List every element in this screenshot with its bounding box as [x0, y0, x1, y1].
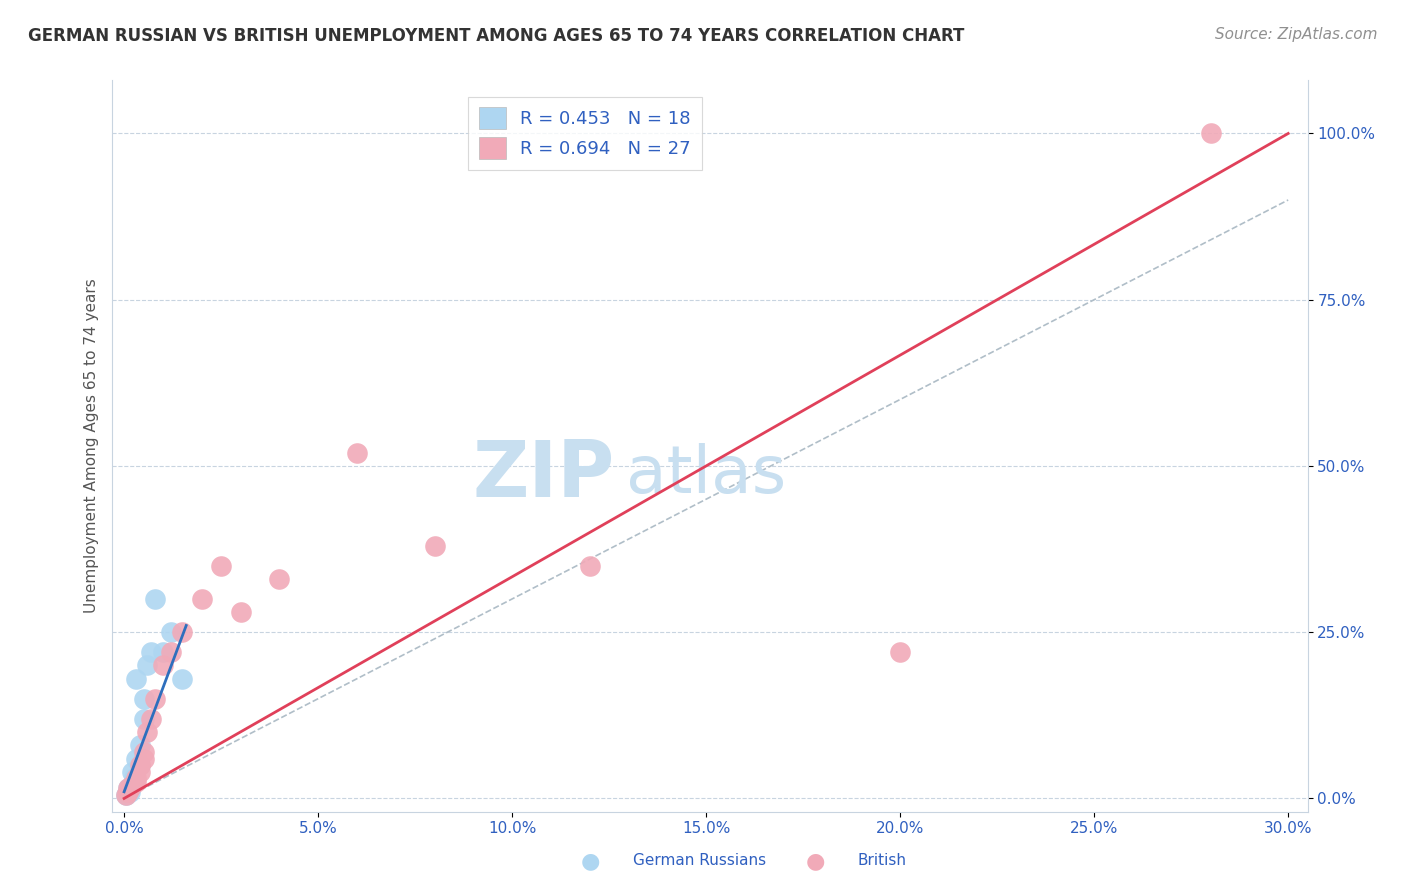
Point [128, 738, 150, 752]
Point [1199, 127, 1222, 141]
Point [190, 591, 212, 606]
Point [143, 691, 166, 706]
Point [125, 672, 148, 686]
Point [121, 778, 143, 792]
Text: Source: ZipAtlas.com: Source: ZipAtlas.com [1215, 27, 1378, 42]
Text: ZIP: ZIP [472, 437, 614, 513]
Text: British: British [858, 854, 907, 868]
Text: German Russians: German Russians [633, 854, 766, 868]
Point [578, 558, 600, 573]
Point [132, 691, 155, 706]
Point [122, 772, 145, 786]
Point [118, 781, 141, 796]
Point [136, 725, 159, 739]
Point [117, 781, 139, 796]
Y-axis label: Unemployment Among Ages 65 to 74 years: Unemployment Among Ages 65 to 74 years [83, 278, 98, 614]
Point [115, 788, 138, 802]
Point [889, 645, 911, 659]
Point [132, 751, 155, 765]
Text: ●: ● [581, 851, 600, 871]
Point [346, 445, 368, 459]
Point [132, 745, 155, 759]
Point [125, 751, 148, 765]
Point [125, 774, 148, 789]
Point [136, 658, 159, 673]
Point [209, 558, 232, 573]
Point [172, 672, 194, 686]
Text: atlas: atlas [627, 443, 786, 508]
Point [118, 785, 141, 799]
Point [159, 645, 181, 659]
Point [141, 712, 163, 726]
Point [125, 772, 148, 786]
Point [117, 785, 139, 799]
Point [132, 712, 155, 726]
Text: ●: ● [806, 851, 825, 871]
Point [152, 645, 174, 659]
Legend: R = 0.453   N = 18, R = 0.694   N = 27: R = 0.453 N = 18, R = 0.694 N = 27 [468, 96, 702, 169]
Point [117, 781, 139, 796]
Point [141, 645, 163, 659]
Point [423, 539, 446, 553]
Point [229, 605, 252, 619]
Point [152, 658, 174, 673]
Point [121, 764, 143, 779]
Point [128, 758, 150, 772]
Point [269, 572, 291, 586]
Point [128, 758, 150, 772]
Point [128, 764, 150, 779]
Text: GERMAN RUSSIAN VS BRITISH UNEMPLOYMENT AMONG AGES 65 TO 74 YEARS CORRELATION CHA: GERMAN RUSSIAN VS BRITISH UNEMPLOYMENT A… [28, 27, 965, 45]
Point [121, 778, 143, 792]
Point [121, 778, 143, 792]
Point [159, 625, 181, 640]
Point [115, 788, 138, 802]
Point [172, 625, 194, 640]
Point [143, 591, 166, 606]
